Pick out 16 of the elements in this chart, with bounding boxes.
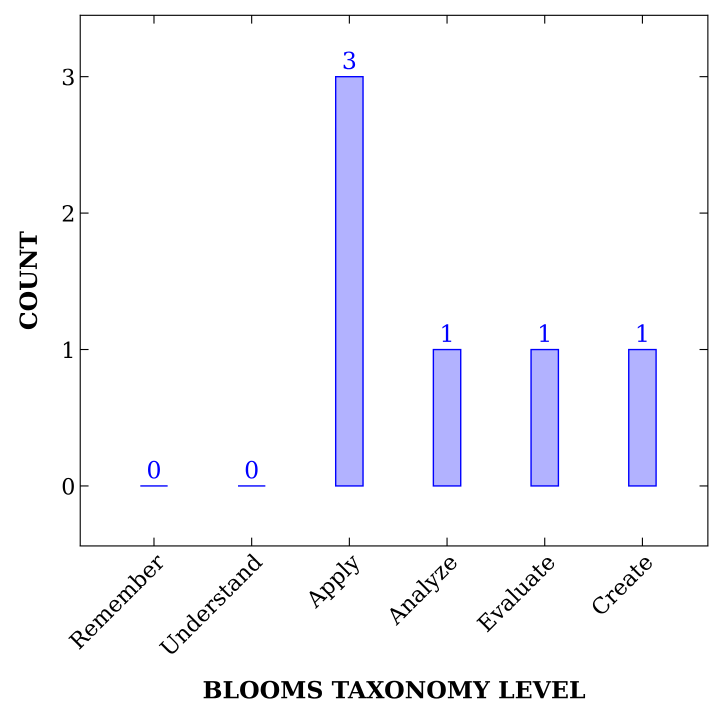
bar — [334, 76, 364, 487]
data-label: 0 — [148, 460, 160, 479]
y-axis-title: COUNT — [19, 231, 38, 330]
y-tick-label: 0 — [62, 478, 74, 495]
data-label: 0 — [246, 460, 258, 479]
y-tick-label: 1 — [64, 341, 72, 358]
data-label: 1 — [442, 324, 452, 342]
data-label: 1 — [540, 324, 549, 342]
data-label: 1 — [638, 324, 647, 342]
y-tick-label: 3 — [62, 68, 74, 86]
data-label: 3 — [344, 51, 356, 70]
bar — [530, 348, 560, 487]
y-tick-label: 2 — [62, 205, 74, 222]
bar — [432, 348, 462, 487]
x-axis-title: BLOOMS TAXONOMY LEVEL — [204, 680, 586, 699]
bar — [628, 348, 657, 487]
